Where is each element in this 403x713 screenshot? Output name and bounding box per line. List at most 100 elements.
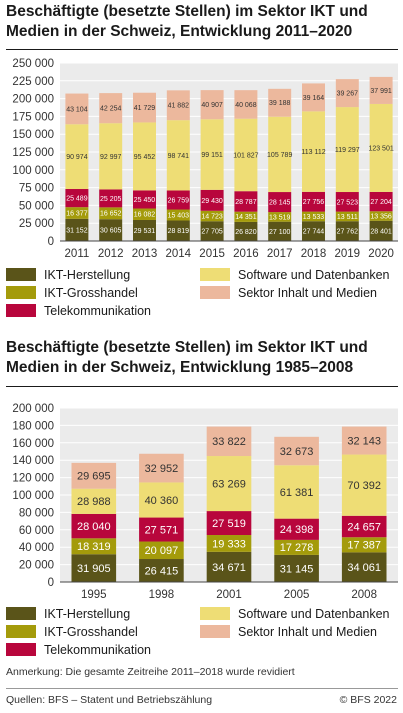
x-tick-label: 2008 — [351, 589, 377, 601]
bar-segment-ikt_grosshandel — [274, 539, 319, 555]
data-label: 29 531 — [134, 228, 156, 235]
legend-swatch — [6, 268, 36, 281]
data-label: 63 269 — [212, 478, 246, 490]
bar-segment-software — [133, 122, 156, 191]
y-tick-label: 125 000 — [12, 147, 54, 159]
data-label: 27 523 — [337, 199, 359, 206]
x-tick-label: 2018 — [301, 248, 327, 260]
data-label: 13 356 — [370, 213, 392, 220]
data-label: 13 533 — [303, 214, 325, 221]
data-label: 27 519 — [212, 518, 246, 530]
chart2-title: Beschäftigte (besetzte Stellen) im Sekto… — [6, 339, 368, 376]
bar-segment-ikt_grosshandel — [166, 209, 190, 221]
bar-segment-ikt_herstellung — [274, 554, 319, 582]
source-text: Quellen: BFS – Statent und Betriebszählu… — [6, 694, 213, 706]
bar-segment-software — [234, 118, 258, 192]
data-label: 27 100 — [269, 229, 291, 236]
data-label: 25 489 — [66, 196, 88, 203]
data-label: 19 333 — [212, 538, 246, 550]
bar-segment-inhalt_medien — [99, 93, 123, 124]
data-label: 119 297 — [335, 147, 360, 154]
legend-swatch — [6, 286, 36, 299]
bar-segment-ikt_grosshandel — [341, 537, 387, 553]
data-label: 123 501 — [368, 145, 393, 152]
bar-segment-telekommunikation — [133, 190, 156, 209]
bar-segment-telekommunikation — [139, 517, 184, 542]
data-label: 17 387 — [347, 540, 381, 552]
y-tick-label: 40 000 — [19, 542, 54, 554]
bar-segment-inhalt_medien — [133, 92, 156, 123]
bar-segment-telekommunikation — [234, 191, 258, 212]
bar-segment-software — [139, 482, 184, 518]
data-label: 13 511 — [337, 214, 358, 221]
bar-segment-ikt_herstellung — [206, 551, 252, 582]
bar-segment-software — [99, 123, 123, 190]
data-label: 101 827 — [233, 152, 258, 159]
bar-segment-software — [369, 103, 393, 192]
data-label: 17 278 — [280, 542, 314, 554]
bar-segment-ikt_grosshandel — [65, 207, 89, 219]
data-label: 24 657 — [347, 521, 381, 533]
data-label: 40 068 — [235, 102, 257, 109]
bar-segment-software — [200, 119, 224, 190]
bar-segment-software — [268, 116, 292, 193]
bar-segment-inhalt_medien — [166, 90, 190, 121]
y-tick-label: 100 000 — [12, 490, 54, 502]
bar-segment-software — [71, 488, 117, 514]
data-label: 92 997 — [100, 154, 122, 161]
legend-label: Telekommunikation — [44, 304, 151, 318]
legend-swatch — [6, 643, 36, 656]
legend-swatch — [6, 625, 36, 638]
bar-segment-telekommunikation — [206, 511, 252, 536]
y-tick-label: 80 000 — [19, 507, 54, 519]
revision-note: Anmerkung: Die gesamte Zeitreihe 2011–20… — [6, 666, 295, 678]
x-tick-label: 2012 — [98, 248, 124, 260]
data-label: 32 952 — [145, 463, 179, 475]
copyright-text: © BFS 2022 — [339, 694, 397, 706]
data-label: 31 145 — [280, 563, 314, 575]
data-label: 27 744 — [303, 229, 325, 236]
bar-segment-inhalt_medien — [206, 426, 252, 457]
data-label: 98 741 — [168, 153, 190, 160]
bar-segment-ikt_grosshandel — [302, 211, 325, 222]
bar-segment-ikt_herstellung — [268, 221, 292, 241]
bar-segment-software — [302, 111, 325, 192]
data-label: 28 040 — [77, 521, 111, 533]
data-label: 27 204 — [370, 199, 392, 206]
data-label: 20 097 — [145, 545, 179, 557]
x-tick-label: 2013 — [132, 248, 158, 260]
y-tick-label: 225 000 — [12, 76, 54, 88]
bar-segment-ikt_herstellung — [200, 221, 224, 241]
y-tick-label: 60 000 — [19, 525, 54, 537]
data-label: 27 756 — [303, 199, 325, 206]
legend-swatch — [6, 304, 36, 317]
legend-swatch — [6, 607, 36, 620]
data-label: 27 762 — [337, 229, 359, 236]
bar-segment-inhalt_medien — [335, 79, 359, 108]
bar-segment-ikt_herstellung — [133, 219, 156, 241]
data-label: 26 759 — [168, 197, 190, 204]
data-label: 37 991 — [370, 88, 392, 95]
bar-segment-ikt_grosshandel — [99, 207, 123, 220]
legend-label: Sektor Inhalt und Medien — [238, 625, 377, 639]
x-tick-label: 2015 — [199, 248, 225, 260]
data-label: 40 360 — [145, 495, 179, 507]
chart1-title-rule — [6, 49, 398, 50]
bar-segment-ikt_grosshandel — [234, 211, 258, 222]
x-tick-label: 2014 — [166, 248, 192, 260]
data-label: 43 104 — [66, 106, 88, 113]
bar-segment-inhalt_medien — [139, 453, 184, 483]
bar-segment-inhalt_medien — [71, 462, 117, 489]
bar-segment-telekommunikation — [369, 191, 393, 212]
x-tick-label: 2017 — [267, 248, 293, 260]
chart1-svg: 0 25 000 50 000 75 000 100 000 125 000 150 000… — [12, 58, 398, 260]
x-tick-label: 2005 — [284, 589, 310, 601]
bar-segment-telekommunikation — [71, 513, 117, 539]
bar-segment-ikt_herstellung — [369, 220, 393, 241]
chart2-svg: 0 20 000 40 000 60 000 80 000 100 000 120 000 1… — [12, 403, 398, 601]
data-label: 34 061 — [347, 562, 381, 574]
y-tick-label: 180 000 — [12, 420, 54, 432]
data-label: 28 145 — [269, 200, 291, 207]
legend-label: Software und Datenbanken — [238, 607, 390, 621]
data-label: 24 398 — [280, 524, 314, 536]
